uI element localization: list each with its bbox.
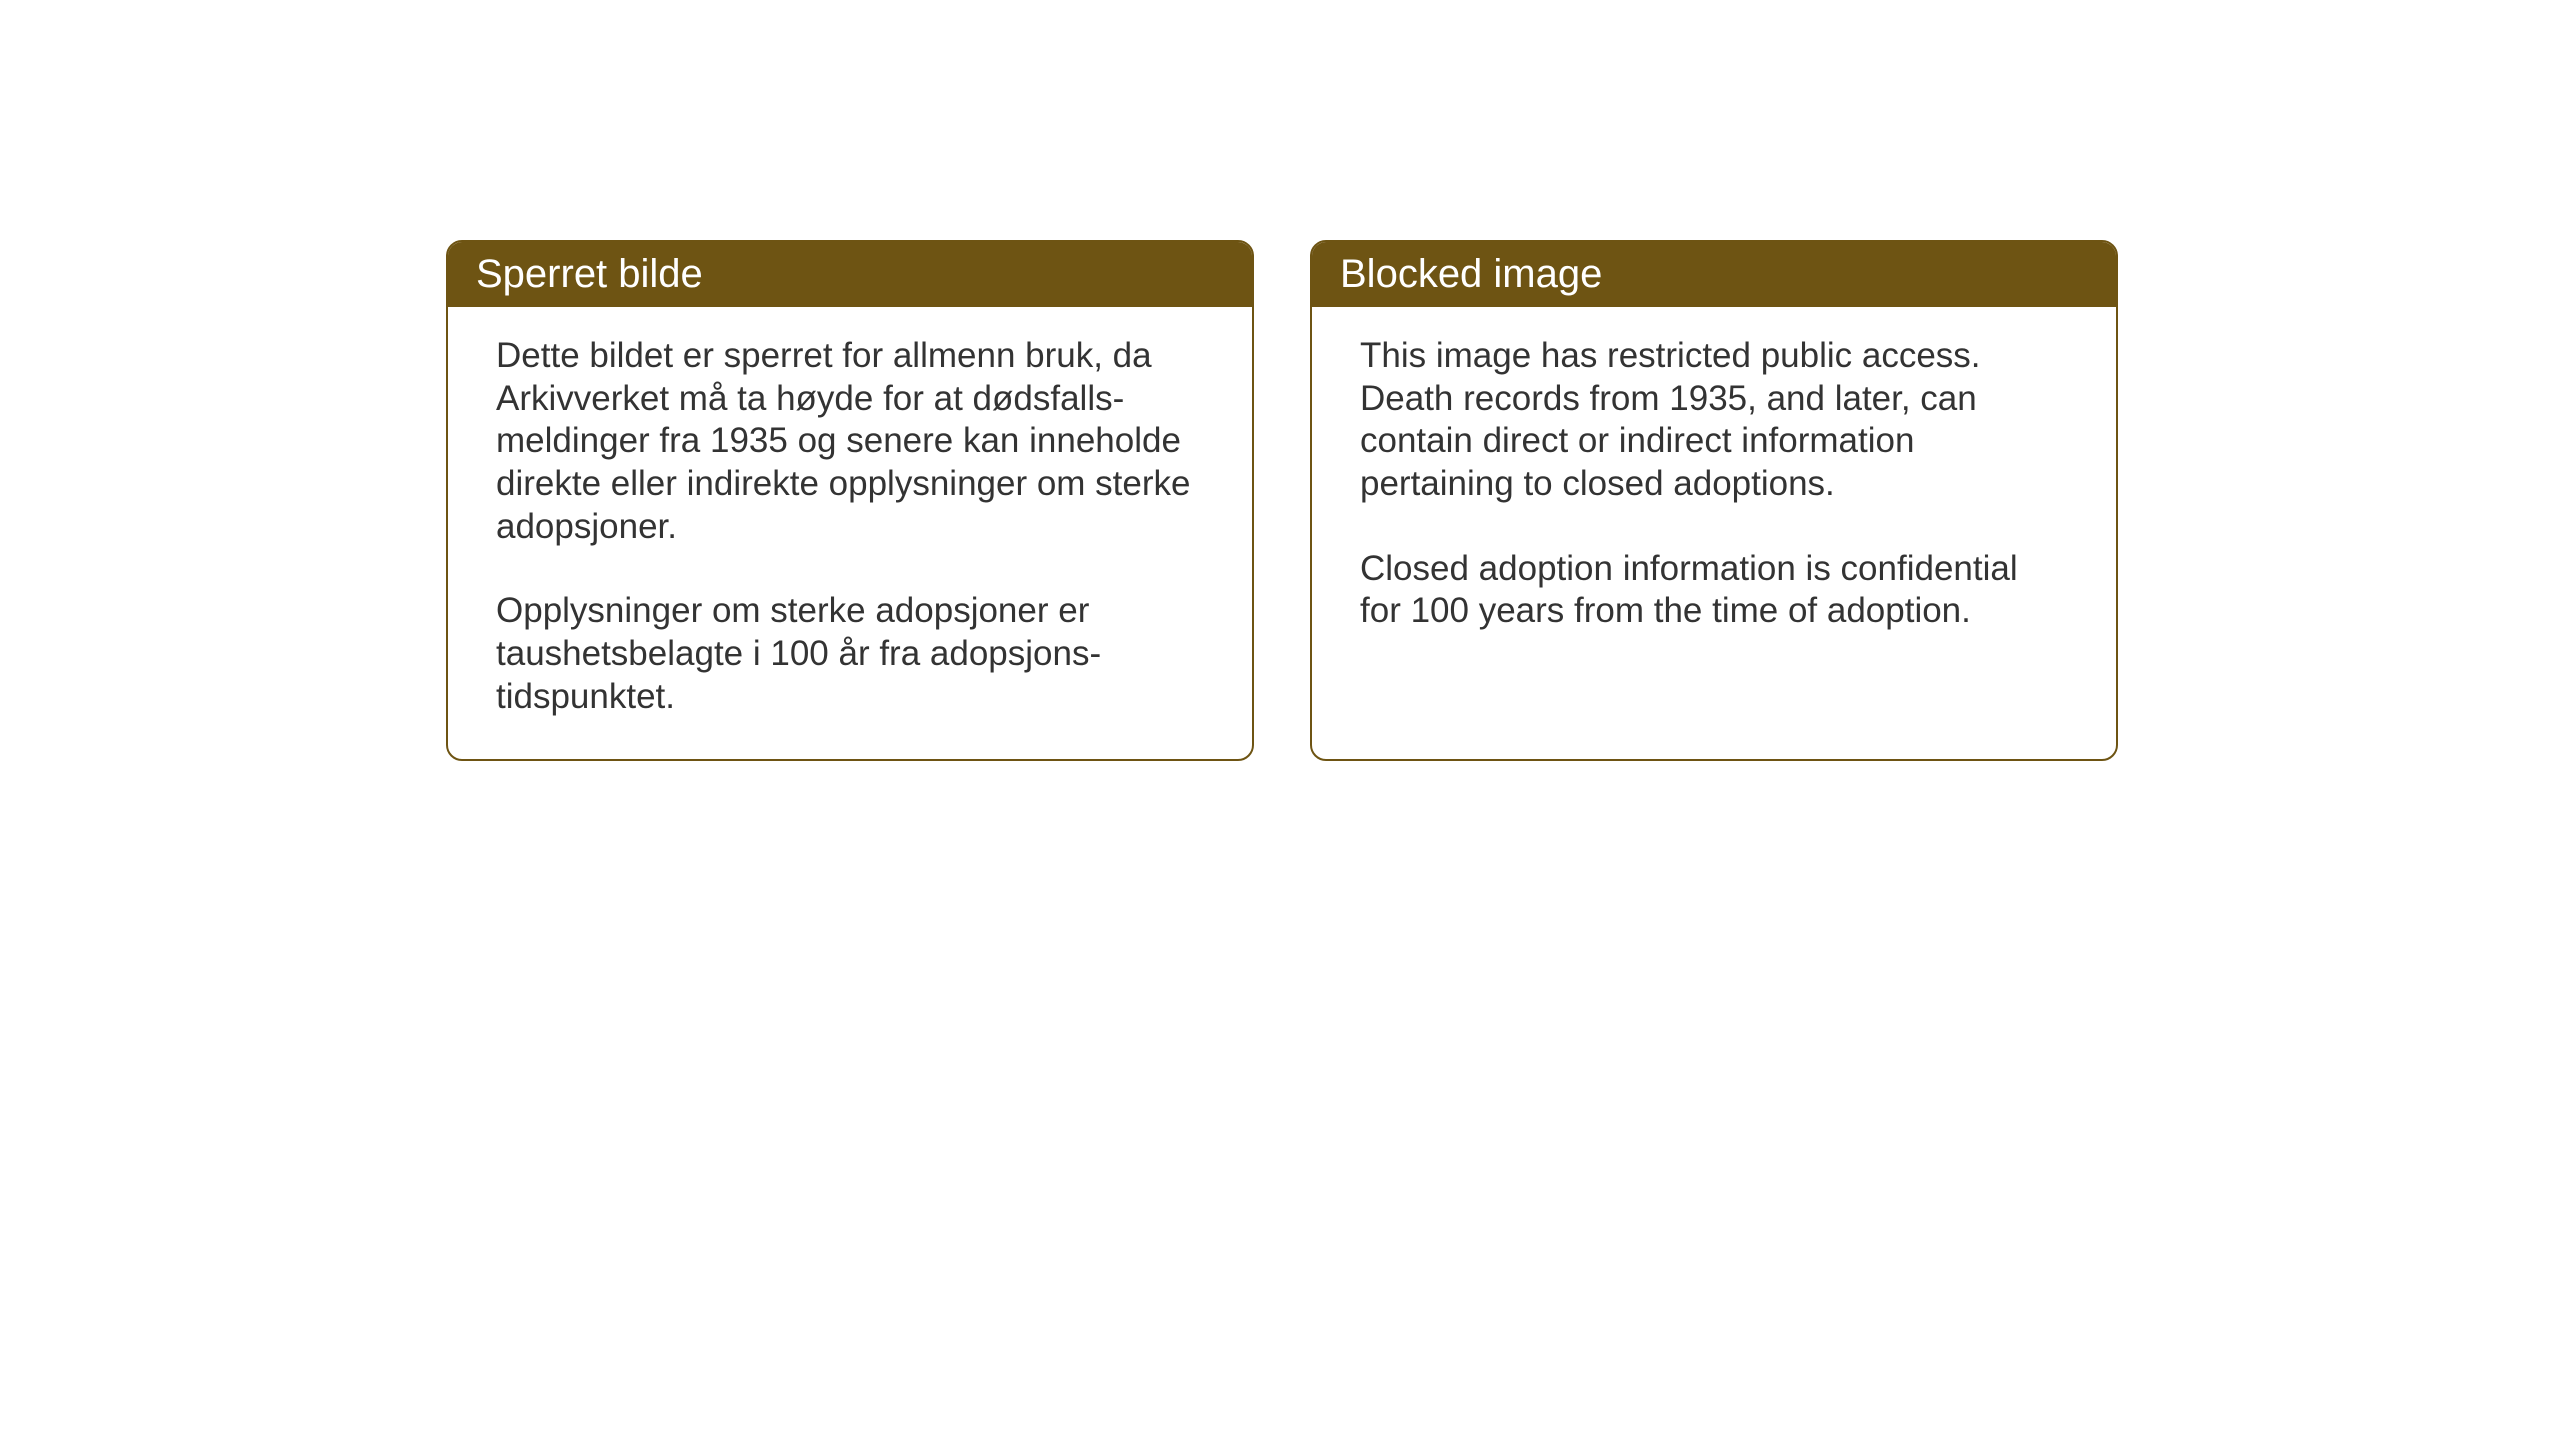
- card-paragraph-2-norwegian: Opplysninger om sterke adopsjoner er tau…: [496, 590, 1204, 718]
- card-title-norwegian: Sperret bilde: [476, 252, 703, 296]
- card-header-norwegian: Sperret bilde: [448, 242, 1252, 307]
- card-container: Sperret bilde Dette bildet er sperret fo…: [446, 240, 2118, 761]
- card-header-english: Blocked image: [1312, 242, 2116, 307]
- card-norwegian: Sperret bilde Dette bildet er sperret fo…: [446, 240, 1254, 761]
- card-english: Blocked image This image has restricted …: [1310, 240, 2118, 761]
- card-title-english: Blocked image: [1340, 252, 1602, 296]
- card-paragraph-1-english: This image has restricted public access.…: [1360, 335, 2068, 506]
- card-body-norwegian: Dette bildet er sperret for allmenn bruk…: [448, 307, 1252, 759]
- card-paragraph-2-english: Closed adoption information is confident…: [1360, 548, 2068, 633]
- card-body-english: This image has restricted public access.…: [1312, 307, 2116, 673]
- card-paragraph-1-norwegian: Dette bildet er sperret for allmenn bruk…: [496, 335, 1204, 548]
